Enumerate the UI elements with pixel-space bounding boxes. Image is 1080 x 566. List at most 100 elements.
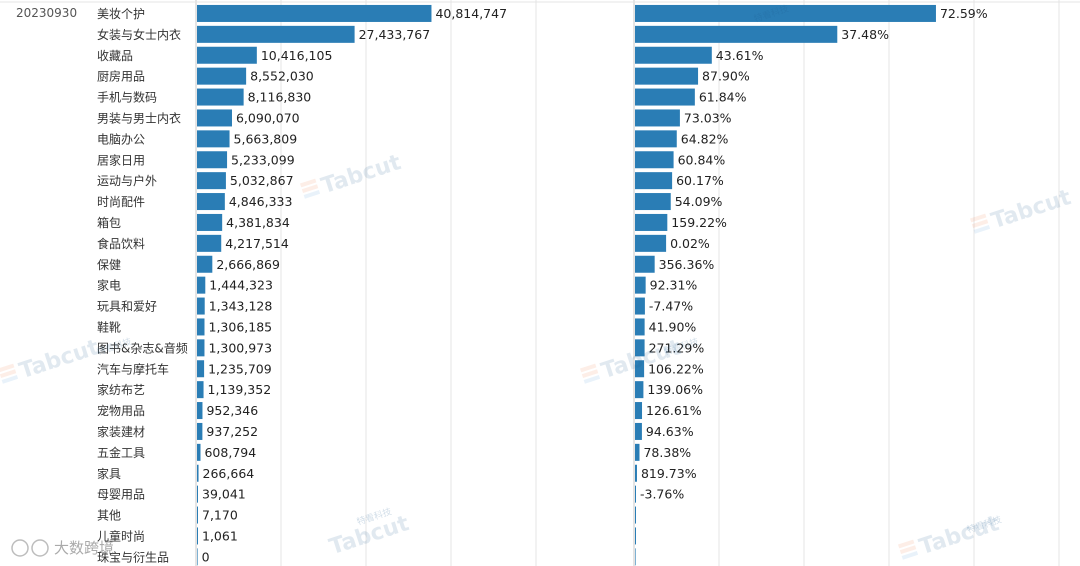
category-label: 鞋靴 — [97, 319, 121, 334]
value-label-right: 61.84% — [699, 90, 747, 105]
bar-right — [635, 193, 671, 211]
bar-left — [197, 46, 257, 64]
bar-right — [635, 485, 636, 503]
logo-icon — [11, 539, 29, 557]
logo-icon — [31, 539, 49, 557]
category-label: 珠宝与衍生品 — [97, 550, 169, 564]
category-label: 厨房用品 — [97, 69, 145, 84]
value-label-left: 27,433,767 — [359, 27, 431, 42]
value-label-right: 0.02% — [670, 236, 710, 251]
bar-right — [635, 527, 636, 545]
bar-left — [197, 193, 225, 211]
bar-left — [197, 297, 205, 315]
bar-right — [635, 443, 640, 461]
left-value-labels: 40,814,747 27,433,767 10,416,105 8,552,030 8… — [202, 6, 507, 564]
value-label-right: 126.61% — [646, 403, 702, 418]
bar-right — [635, 360, 645, 378]
value-label-left: 4,846,333 — [229, 194, 293, 209]
bar-right — [635, 130, 677, 148]
bar-right — [635, 402, 643, 420]
bar-left — [197, 527, 198, 545]
bar-right — [635, 4, 936, 22]
value-label-left: 1,139,352 — [208, 382, 272, 397]
category-label: 居家日用 — [97, 152, 145, 167]
bar-right — [635, 297, 645, 315]
bar-right — [635, 381, 644, 399]
value-label-right: 64.82% — [681, 131, 729, 146]
bar-left — [197, 25, 355, 43]
value-label-right: 139.06% — [647, 382, 703, 397]
watermark-2: Tabcut — [0, 335, 103, 384]
date-label: 20230930 — [16, 6, 77, 20]
category-label: 母婴用品 — [97, 488, 145, 502]
logo-text: 大数跨境 — [54, 539, 114, 557]
value-label-right: 92.31% — [650, 278, 698, 293]
category-label: 运动与户外 — [97, 173, 157, 188]
bar-left — [197, 443, 201, 461]
category-label: 图书&杂志&音频 — [97, 340, 188, 355]
bar-right — [635, 339, 645, 357]
value-label-left: 10,416,105 — [261, 48, 333, 63]
value-label-right: 43.61% — [716, 48, 764, 63]
category-label: 男装与男士内衣 — [97, 110, 181, 125]
value-label-left: 39,041 — [202, 487, 246, 502]
category-label: 时尚配件 — [97, 195, 145, 209]
value-label-left: 5,233,099 — [231, 152, 295, 167]
bar-left — [197, 234, 222, 252]
value-label-right: -3.76% — [640, 487, 684, 502]
value-label-left: 40,814,747 — [435, 6, 507, 21]
category-label: 箱包 — [97, 215, 121, 230]
category-label: 电脑办公 — [97, 131, 145, 146]
value-label-left: 6,090,070 — [236, 110, 300, 125]
watermark-brand: Tabcut — [988, 185, 1074, 234]
category-labels: 美妆个护女装与女士内衣收藏品厨房用品手机与数码男装与男士内衣电脑办公居家日用运动… — [97, 7, 188, 564]
value-label-left: 952,346 — [206, 403, 258, 418]
bar-right — [635, 318, 645, 336]
bar-left — [197, 276, 206, 294]
right-bar-series — [635, 4, 936, 566]
value-label-left: 7,170 — [202, 508, 238, 523]
value-label-right: 78.38% — [643, 445, 691, 460]
bar-right — [635, 276, 646, 294]
watermark-brand: Tabcut — [318, 150, 404, 199]
bar-left — [197, 506, 198, 524]
value-label-right: 159.22% — [671, 215, 727, 230]
bar-left — [197, 213, 223, 231]
bar-left — [197, 402, 203, 420]
value-label-right: 60.84% — [678, 152, 726, 167]
category-label: 手机与数码 — [97, 90, 157, 105]
category-label: 玩具和爱好 — [97, 300, 157, 314]
bar-left — [197, 381, 204, 399]
bar-right — [635, 506, 636, 524]
value-label-left: 4,381,834 — [226, 215, 290, 230]
value-label-left: 608,794 — [204, 445, 256, 460]
bar-left — [197, 4, 432, 22]
bar-left — [197, 172, 226, 190]
category-label: 汽车与摩托车 — [97, 361, 169, 376]
value-label-left: 1,444,323 — [209, 278, 273, 293]
bar-right — [635, 67, 699, 85]
value-label-left: 5,663,809 — [234, 131, 298, 146]
category-label: 食品饮料 — [97, 236, 145, 251]
value-label-left: 0 — [202, 549, 210, 564]
left-bar-series — [197, 4, 432, 566]
bar-right — [635, 46, 712, 64]
value-label-left: 1,061 — [202, 528, 238, 543]
category-label: 女装与女士内衣 — [97, 27, 181, 42]
category-label: 家具 — [97, 466, 121, 481]
bar-right — [635, 548, 636, 566]
value-label-right: 271.29% — [649, 340, 705, 355]
category-label: 收藏品 — [97, 49, 133, 63]
category-label: 保健 — [97, 258, 121, 272]
bar-right — [635, 422, 642, 440]
value-label-right: 73.03% — [684, 110, 732, 125]
value-label-left: 4,217,514 — [225, 236, 289, 251]
category-label: 儿童时尚 — [97, 528, 145, 543]
bar-right — [635, 151, 674, 169]
category-label: 家装建材 — [97, 424, 145, 439]
value-label-right: 54.09% — [675, 194, 723, 209]
bar-right — [635, 172, 673, 190]
bar-right — [635, 255, 655, 273]
